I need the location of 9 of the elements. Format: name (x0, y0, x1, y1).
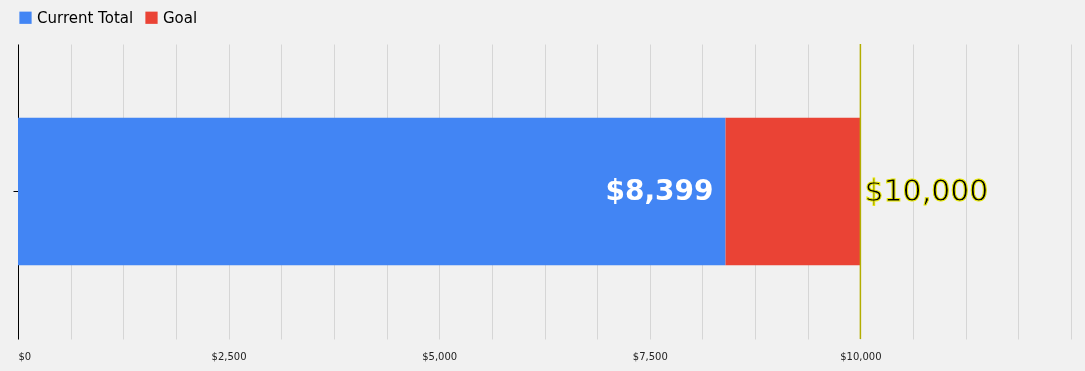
legend-label: Current Total (37, 8, 134, 27)
x-tick-label: $10,000 (840, 350, 882, 362)
data-label: $8,399 (605, 173, 714, 207)
legend-label: Goal (163, 8, 198, 27)
x-tick-label: $0 (18, 350, 32, 362)
total-label: $10,000 (864, 172, 989, 208)
x-tick-label: $2,500 (211, 350, 247, 362)
x-tick-label: $7,500 (632, 350, 668, 362)
x-tick-label: $5,000 (422, 350, 458, 362)
